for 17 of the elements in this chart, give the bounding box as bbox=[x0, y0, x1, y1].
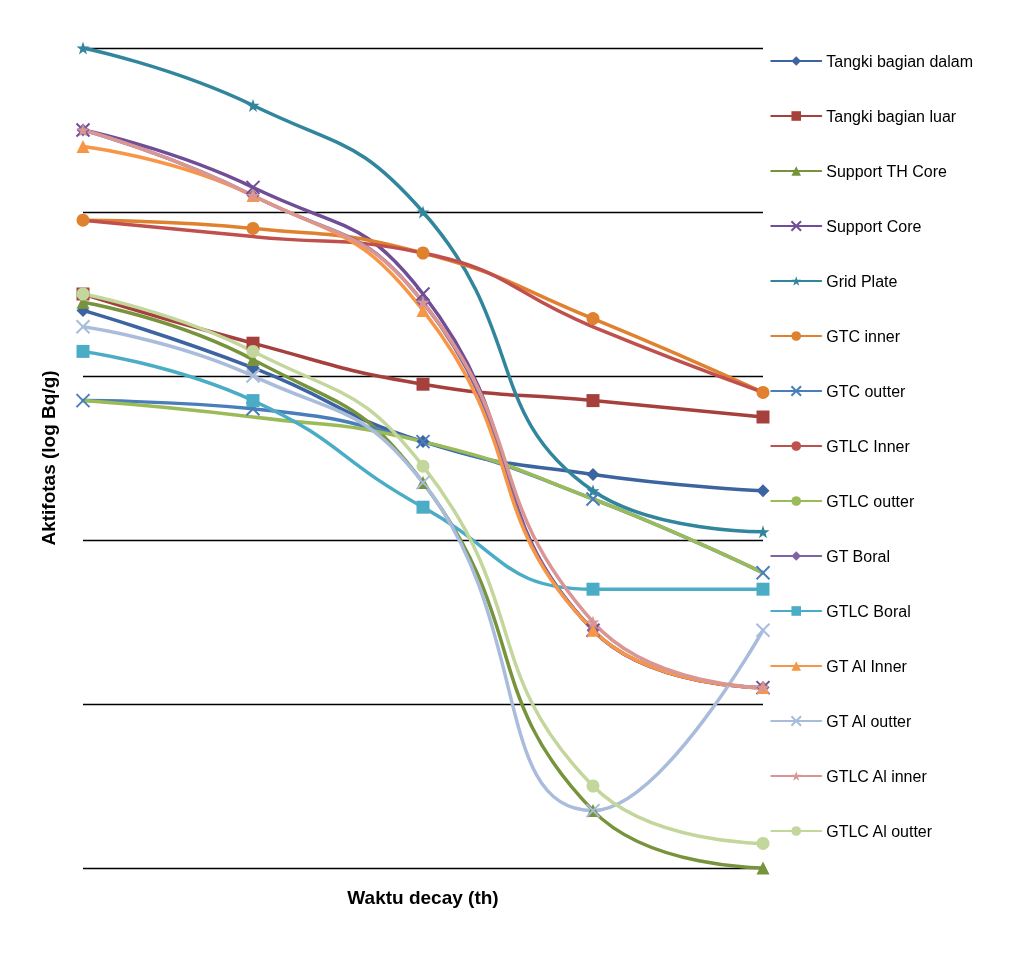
legend-label: GT Boral bbox=[826, 547, 890, 565]
legend-label: Grid Plate bbox=[826, 272, 898, 290]
legend-label: GT Al outter bbox=[826, 712, 912, 730]
legend-label: Support TH Core bbox=[826, 162, 947, 180]
legend-label: GTLC Inner bbox=[826, 437, 911, 455]
legend-label: GT Al Inner bbox=[826, 657, 908, 675]
legend-label: GTLC Al inner bbox=[826, 767, 928, 785]
y-axis-title: Aktifotas (log Bq/g) bbox=[38, 370, 59, 546]
legend-label: Tangki bagian dalam bbox=[826, 52, 973, 70]
legend-label: Tangki bagian luar bbox=[826, 107, 957, 125]
legend-label: GTC inner bbox=[826, 327, 901, 345]
legend-label: GTLC outter bbox=[826, 492, 915, 510]
x-axis-title: Waktu decay (th) bbox=[347, 887, 499, 908]
legend-label: GTC outter bbox=[826, 382, 907, 400]
legend-label: GTLC Boral bbox=[826, 602, 911, 620]
legend-label: GTLC Al outter bbox=[826, 822, 933, 840]
legend-label: Support Core bbox=[826, 217, 922, 235]
